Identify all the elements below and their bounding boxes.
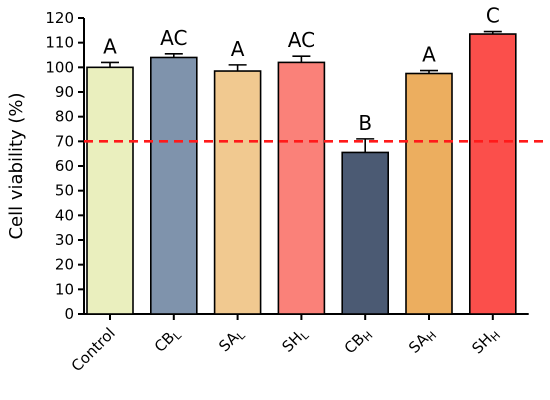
significance-label: AC xyxy=(288,28,315,52)
y-tick-label: 20 xyxy=(55,256,74,274)
y-tick-label: 40 xyxy=(55,206,74,224)
y-tick-label: 10 xyxy=(55,280,74,298)
significance-label: A xyxy=(422,43,436,67)
significance-label: AC xyxy=(160,26,187,50)
x-axis: Control CBL SAL SHL CBH SAH SHH xyxy=(68,313,529,375)
bar xyxy=(86,66,134,315)
bar xyxy=(213,70,262,315)
bar xyxy=(405,72,453,315)
significance-label: B xyxy=(358,111,372,135)
x-tick-label: CBH xyxy=(341,324,376,359)
bar xyxy=(341,151,390,315)
bar xyxy=(277,61,326,315)
y-tick-label: 50 xyxy=(55,182,74,200)
y-tick-label: 60 xyxy=(55,157,74,175)
y-tick-label: 70 xyxy=(55,132,74,150)
x-tick-label: SHL xyxy=(278,323,312,357)
y-axis-label: Cell viability (%) xyxy=(6,92,27,239)
bars xyxy=(86,33,517,315)
significance-label: C xyxy=(486,4,500,28)
y-tick-label: 110 xyxy=(45,34,74,52)
y-tick-label: 90 xyxy=(55,83,74,101)
y-tick-label: 30 xyxy=(55,231,74,249)
y-tick-label: 100 xyxy=(45,58,74,76)
x-tick-label: SAH xyxy=(405,324,439,358)
y-tick-label: 0 xyxy=(64,305,74,323)
significance-label: A xyxy=(103,34,117,58)
significance-label: A xyxy=(231,37,245,61)
bar xyxy=(468,33,517,315)
x-tick-label: Control xyxy=(68,324,119,375)
x-tick-label: CBL xyxy=(151,323,185,357)
y-tick-label: 120 xyxy=(45,9,74,27)
x-tick-label: SHH xyxy=(468,324,503,359)
error-bars xyxy=(101,30,502,153)
bar xyxy=(150,56,198,315)
y-tick-label: 80 xyxy=(55,108,74,126)
x-tick-label: SAL xyxy=(215,323,248,356)
y-axis: 0 10 20 30 40 50 60 70 80 90 100 110 120 xyxy=(45,9,85,323)
